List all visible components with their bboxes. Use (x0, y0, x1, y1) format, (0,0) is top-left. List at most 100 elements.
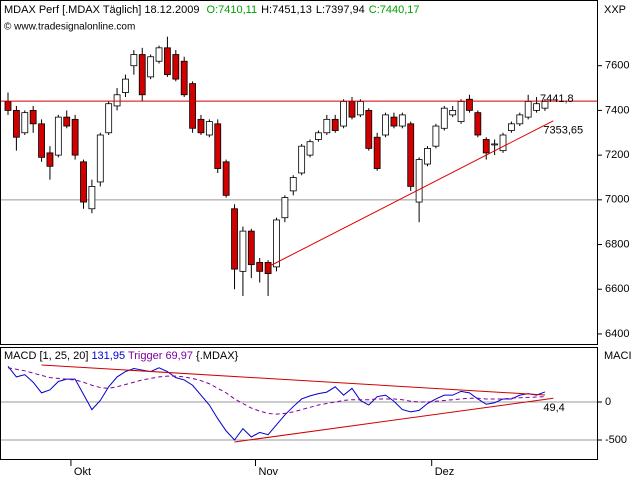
candle-body (88, 186, 96, 210)
trend-label: 7353,65 (543, 125, 583, 137)
candle-body (281, 197, 289, 219)
candle-body (507, 123, 515, 131)
candle-body (415, 159, 423, 203)
y-tick-label: 6400 (605, 328, 629, 340)
candle-body (231, 208, 238, 270)
chart-header: MDAX Perf [.MDAX Täglich] 18.12.2009 O:7… (4, 4, 420, 16)
candle-body (29, 110, 37, 125)
x-tick-label: Nov (259, 466, 279, 478)
candle-body (46, 152, 54, 167)
y-tick-label: 7600 (605, 60, 629, 72)
candle-body (373, 136, 381, 169)
candle-body (122, 78, 129, 93)
candle-body (440, 107, 448, 129)
candle-body (239, 230, 247, 272)
axis-label: XXP (604, 4, 626, 16)
candle-body (264, 262, 272, 274)
candle-body (449, 110, 457, 116)
candle-body (516, 114, 524, 125)
candle-body (71, 118, 79, 156)
candle-body (315, 132, 322, 140)
candle-body (382, 114, 389, 136)
candle-body (348, 101, 356, 118)
axis-label: MACI (604, 350, 632, 362)
trend-line (267, 120, 554, 268)
ohlc-label: O:7410,11 (207, 4, 258, 16)
y-tick-label: 7000 (605, 194, 629, 206)
candle-body (491, 143, 499, 146)
candle-body (155, 47, 163, 62)
candle-body (340, 101, 348, 127)
ohlc-label: L:7397,94 (316, 4, 365, 16)
candle-body (457, 101, 465, 122)
macd-header: MACD [1, 25, 20] 131,95 Trigger 69,97 {.… (4, 350, 239, 362)
candle-body (38, 123, 45, 158)
candle-body (214, 123, 222, 169)
ohlc-label: C:7440,17 (369, 4, 420, 16)
candle-body (63, 116, 71, 127)
candle-body (407, 123, 415, 187)
y-tick-label: 6600 (605, 283, 629, 295)
candle-body (222, 161, 230, 196)
legend-entry: 131,95 (91, 350, 125, 362)
candle-body (466, 98, 473, 111)
level-label: 7441,8 (540, 93, 574, 105)
ohlc-values: O:7410,11 H:7451,13 L:7397,94 C:7440,17 (207, 4, 420, 16)
candle-body (533, 103, 540, 111)
candle-body (197, 118, 205, 134)
y-tick-label: 6800 (605, 238, 629, 250)
macd-line (7, 367, 545, 415)
candle-body (205, 121, 213, 136)
macd-title: MACD [1, 25, 20] (4, 350, 88, 362)
candle-body (96, 134, 104, 183)
candle-body (474, 112, 482, 136)
candle-body (180, 60, 188, 96)
y-tick-label: -500 (605, 434, 627, 446)
x-tick-label: Dez (435, 466, 455, 478)
macd-panel (0, 347, 598, 460)
macd-symbol: {.MDAX} (196, 350, 239, 362)
candle-body (105, 103, 113, 134)
trend-line (41, 364, 545, 396)
y-tick-label: 0 (605, 396, 611, 408)
candle-body (356, 101, 364, 116)
candle-body (247, 230, 255, 266)
candle-body (365, 110, 373, 149)
x-tick-label: Okt (74, 466, 91, 478)
candle-body (524, 101, 532, 118)
candle-body (189, 83, 196, 129)
candle-body (323, 118, 331, 134)
candle-body (499, 134, 507, 152)
candle-body (331, 118, 339, 131)
candle-body (298, 145, 306, 174)
macd-line (7, 365, 546, 441)
y-tick-label: 7400 (605, 104, 629, 116)
legend-entry: Trigger 69,97 (128, 350, 193, 362)
candle-body (172, 54, 180, 80)
trend-line (234, 397, 554, 443)
candle-body (482, 139, 490, 154)
candle-body (54, 116, 62, 156)
candle-body (273, 219, 280, 268)
candle-body (306, 141, 314, 156)
candle-body (113, 94, 121, 107)
candle-body (130, 54, 138, 67)
chart-title: MDAX Perf [.MDAX Täglich] 18.12.2009 (4, 4, 199, 16)
candle-body (21, 112, 29, 134)
candle-body (398, 114, 406, 127)
candle-body (12, 110, 20, 138)
candle-body (138, 54, 146, 96)
candle-body (424, 148, 431, 165)
candle-body (289, 177, 297, 192)
candle-body (256, 262, 264, 272)
y-tick-label: 7200 (605, 149, 629, 161)
candle-body (164, 47, 171, 76)
ohlc-label: H:7451,13 (261, 4, 312, 16)
trend-label: 49,4 (543, 402, 564, 414)
candle-body (432, 125, 440, 147)
watermark: © www.tradesignalonline.com (4, 22, 135, 33)
candle-body (147, 56, 155, 78)
candle-body (80, 161, 87, 203)
candle-body (390, 116, 398, 127)
